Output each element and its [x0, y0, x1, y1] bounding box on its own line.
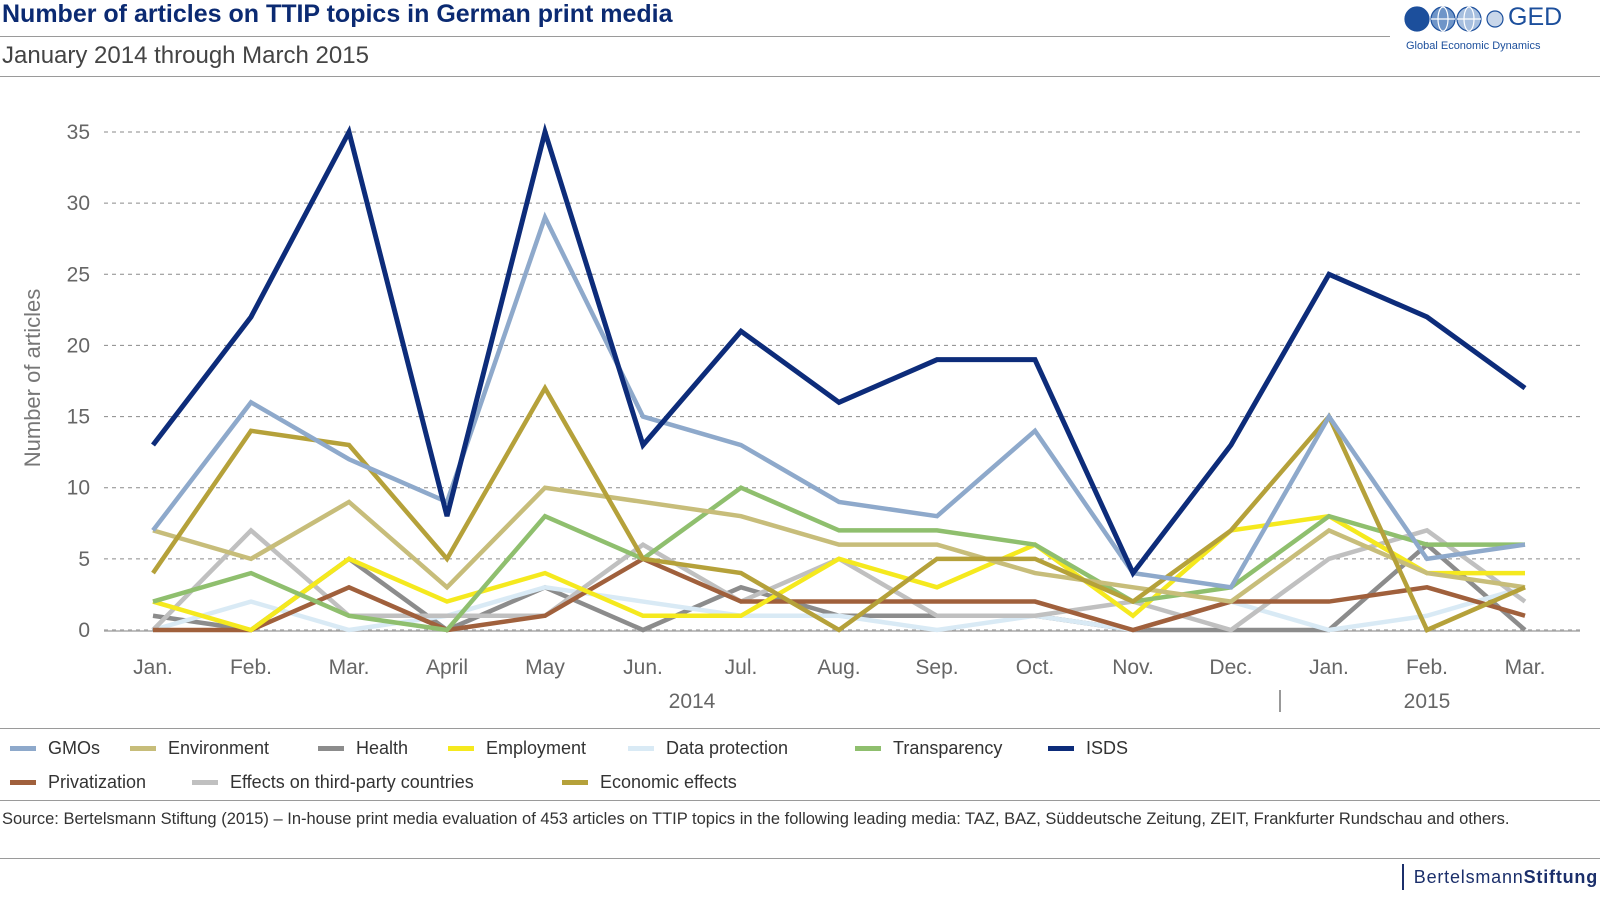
legend-swatch [192, 780, 218, 785]
legend-label: Economic effects [600, 772, 737, 792]
series-line-privatization [153, 556, 1526, 633]
legend-item-transparency: Transparency [855, 738, 1002, 759]
legend-swatch [628, 746, 654, 751]
legend-swatch [10, 746, 36, 751]
series-line-isds [151, 122, 1527, 578]
x-tick-label: April [426, 656, 468, 679]
logo-text-bold: Stiftung [1523, 866, 1598, 887]
x-tick-label: Dec. [1209, 656, 1252, 679]
legend-swatch [855, 746, 881, 751]
y-tick-label: 10 [67, 477, 90, 500]
x-tick-label: Oct. [1016, 656, 1055, 679]
x-tick-label: Aug. [817, 656, 860, 679]
series-line-economic-effects [151, 383, 1526, 633]
legend-swatch [130, 746, 156, 751]
series-line-data-protection [152, 585, 1526, 633]
legend-label: Privatization [48, 772, 147, 792]
footer-divider [0, 858, 1600, 859]
legend-label: Effects on third-party countries [230, 772, 474, 792]
line-chart: 0 5 10 15 20 25 30 35 Number of articles Jan. Feb.… [20, 121, 1580, 713]
legend-item-environment: Environment [130, 738, 269, 759]
legend-swatch [10, 780, 36, 785]
legend-label: GMOs [48, 738, 100, 758]
legend-item-privatization: Privatization [10, 772, 146, 793]
ged-logo: GED Global Economic Dynamics [1390, 2, 1580, 54]
bertelsmann-logo: Bertelsmann Stiftung [1401, 864, 1598, 890]
x-tick-label: Feb. [230, 656, 272, 679]
legend-item-health: Health [318, 738, 408, 759]
series-line-employment [152, 513, 1525, 633]
x-tick-label: Jun. [623, 656, 663, 679]
legend-item-isds: ISDS [1048, 738, 1128, 759]
legend-item-effects-on-third-party-countries: Effects on third-party countries [192, 772, 474, 793]
legend-item-economic-effects: Economic effects [562, 772, 737, 793]
y-tick-label: 0 [78, 619, 90, 642]
legend-label: Environment [168, 738, 270, 758]
chart-title: Number of articles on TTIP topics in Ger… [2, 0, 673, 28]
logo-bar [1401, 864, 1404, 890]
year-label: 2014 [669, 690, 716, 713]
globe-icons [1404, 6, 1504, 32]
y-tick-label: 15 [67, 406, 90, 429]
legend-swatch [448, 746, 474, 751]
chart-subtitle: January 2014 through March 2015 [2, 42, 369, 69]
x-tick-label: Mar. [329, 656, 370, 679]
chart-legend: GMOs Environment Health Employment Data prot… [0, 738, 1600, 810]
y-axis-label: Number of articles [20, 289, 45, 468]
ged-logo-text: GED [1508, 3, 1563, 31]
legend-bottom-divider [0, 800, 1600, 801]
header-divider [0, 36, 1390, 37]
legend-label: Transparency [893, 738, 1003, 758]
year-label: 2015 [1404, 690, 1451, 713]
y-tick-label: 25 [67, 263, 90, 286]
legend-label: Health [356, 738, 409, 758]
y-tick-label: 5 [78, 548, 90, 571]
legend-label: ISDS [1086, 738, 1129, 758]
legend-item-data-protection: Data protection [628, 738, 788, 759]
legend-label: Employment [486, 738, 587, 758]
legend-swatch [562, 780, 588, 785]
x-tick-label: May [525, 656, 565, 679]
ged-logo-subtext: Global Economic Dynamics [1406, 40, 1541, 52]
y-tick-label: 35 [67, 121, 90, 144]
series-line-environment [152, 485, 1526, 604]
series-line-transparency [152, 485, 1525, 633]
x-tick-label: Jan. [1309, 656, 1349, 679]
y-tick-label: 20 [67, 334, 90, 357]
subtitle-divider [0, 76, 1600, 77]
y-tick-label: 30 [67, 192, 90, 215]
x-tick-label: Jul. [725, 656, 758, 679]
x-tick-label: Nov. [1112, 656, 1154, 679]
legend-item-gmos: GMOs [10, 738, 100, 759]
legend-swatch [318, 746, 344, 751]
x-tick-label: Sep. [915, 656, 958, 679]
source-note: Source: Bertelsmann Stiftung (2015) – In… [2, 810, 1510, 828]
x-tick-label: Mar. [1505, 656, 1546, 679]
legend-label: Data protection [666, 738, 789, 758]
legend-item-employment: Employment [448, 738, 586, 759]
legend-swatch [1048, 746, 1074, 751]
series-line-gmos [151, 211, 1526, 590]
x-tick-label: Jan. [133, 656, 173, 679]
x-tick-label: Feb. [1406, 656, 1448, 679]
logo-text-regular: Bertelsmann [1413, 866, 1524, 887]
legend-top-divider [0, 728, 1600, 729]
